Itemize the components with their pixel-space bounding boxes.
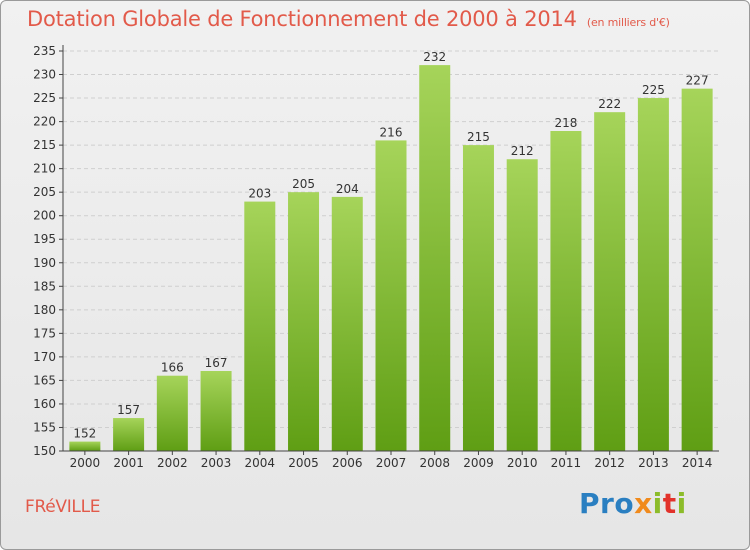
- logo-part: x: [634, 487, 653, 520]
- y-tick-label: 155: [33, 420, 56, 434]
- logo-part: i: [676, 487, 687, 520]
- y-tick-label: 175: [33, 326, 56, 340]
- bar: [200, 371, 232, 451]
- y-tick-label: 195: [33, 232, 56, 246]
- y-tick-label: 185: [33, 279, 56, 293]
- x-tick-label: 2013: [638, 456, 669, 470]
- bar: [288, 192, 320, 452]
- y-tick-label: 205: [33, 185, 56, 199]
- y-tick-label: 215: [33, 138, 56, 152]
- logo-part: t: [662, 487, 677, 520]
- data-label: 204: [336, 182, 359, 196]
- unit-label: (en milliers d'€): [586, 16, 670, 29]
- logo-part: i: [652, 487, 663, 520]
- data-label: 203: [248, 187, 271, 201]
- x-tick-label: 2006: [332, 456, 363, 470]
- y-tick-label: 220: [33, 115, 56, 129]
- data-label: 218: [554, 116, 577, 130]
- y-tick-label: 165: [33, 373, 56, 387]
- data-label: 216: [380, 125, 403, 139]
- commune-name: FRéVILLE: [25, 497, 101, 517]
- data-labels: 152 157 166 167 203 205 204 216 232 215 212 218 222 2…: [73, 50, 708, 440]
- data-label: 225: [642, 83, 665, 97]
- data-label: 222: [598, 97, 621, 111]
- bar: [550, 131, 582, 451]
- x-tick-label: 2000: [70, 456, 101, 470]
- bar: [506, 159, 538, 451]
- x-tick-label: 2003: [201, 456, 232, 470]
- data-label: 205: [292, 177, 315, 191]
- bar: [244, 201, 276, 451]
- y-tick-label: 170: [33, 350, 56, 364]
- y-tick-label: 210: [33, 162, 56, 176]
- y-tick-label: 235: [33, 44, 56, 58]
- y-tick-label: 230: [33, 68, 56, 82]
- y-tick-label: 150: [33, 444, 56, 458]
- x-tick-label: 2002: [157, 456, 188, 470]
- bar: [462, 145, 494, 451]
- x-tick-label: 2001: [113, 456, 144, 470]
- x-tick-label: 2005: [288, 456, 319, 470]
- axes: 150 155 160 165 170 175 180 185 190 195 200 205 210 2…: [33, 44, 719, 470]
- title-text: Dotation Globale de Fonctionnement de 20…: [27, 7, 577, 31]
- data-label: 227: [686, 74, 709, 88]
- bar: [419, 65, 451, 451]
- x-tick-label: 2012: [594, 456, 625, 470]
- bar: [594, 112, 626, 452]
- data-label: 232: [423, 50, 446, 64]
- proxiti-logo: Proxiti: [579, 487, 687, 520]
- bar: [637, 98, 669, 451]
- y-tick-label: 200: [33, 209, 56, 223]
- logo-part: Pro: [579, 487, 635, 520]
- x-tick-label: 2014: [682, 456, 713, 470]
- x-tick-label: 2004: [245, 456, 276, 470]
- bar: [156, 375, 188, 451]
- x-tick-label: 2008: [419, 456, 450, 470]
- data-label: 166: [161, 361, 184, 375]
- data-label: 215: [467, 130, 490, 144]
- data-label: 212: [511, 144, 534, 158]
- bar: [69, 441, 101, 451]
- y-tick-label: 160: [33, 397, 56, 411]
- bar: [375, 140, 407, 452]
- x-tick-label: 2011: [551, 456, 582, 470]
- data-label: 157: [117, 403, 140, 417]
- x-tick-label: 2009: [463, 456, 494, 470]
- bars: [69, 65, 713, 452]
- y-tick-label: 180: [33, 303, 56, 317]
- data-label: 152: [73, 427, 96, 441]
- x-tick-label: 2007: [376, 456, 407, 470]
- x-tick-label: 2010: [507, 456, 538, 470]
- bar: [113, 418, 145, 451]
- bar: [331, 196, 363, 451]
- chart-title: Dotation Globale de Fonctionnement de 20…: [27, 7, 670, 31]
- y-tick-label: 190: [33, 256, 56, 270]
- y-tick-label: 225: [33, 91, 56, 105]
- data-label: 167: [205, 356, 228, 370]
- bar: [681, 88, 713, 451]
